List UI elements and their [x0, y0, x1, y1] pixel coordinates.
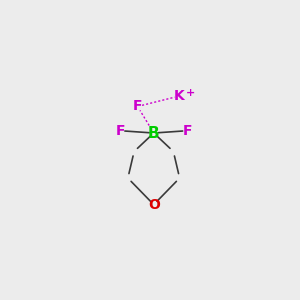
Text: K: K [174, 89, 184, 103]
Text: F: F [182, 124, 192, 138]
Text: F: F [133, 100, 142, 113]
Text: +: + [186, 88, 195, 98]
Text: O: O [148, 198, 160, 212]
Text: F: F [116, 124, 125, 138]
Text: B: B [148, 125, 160, 140]
